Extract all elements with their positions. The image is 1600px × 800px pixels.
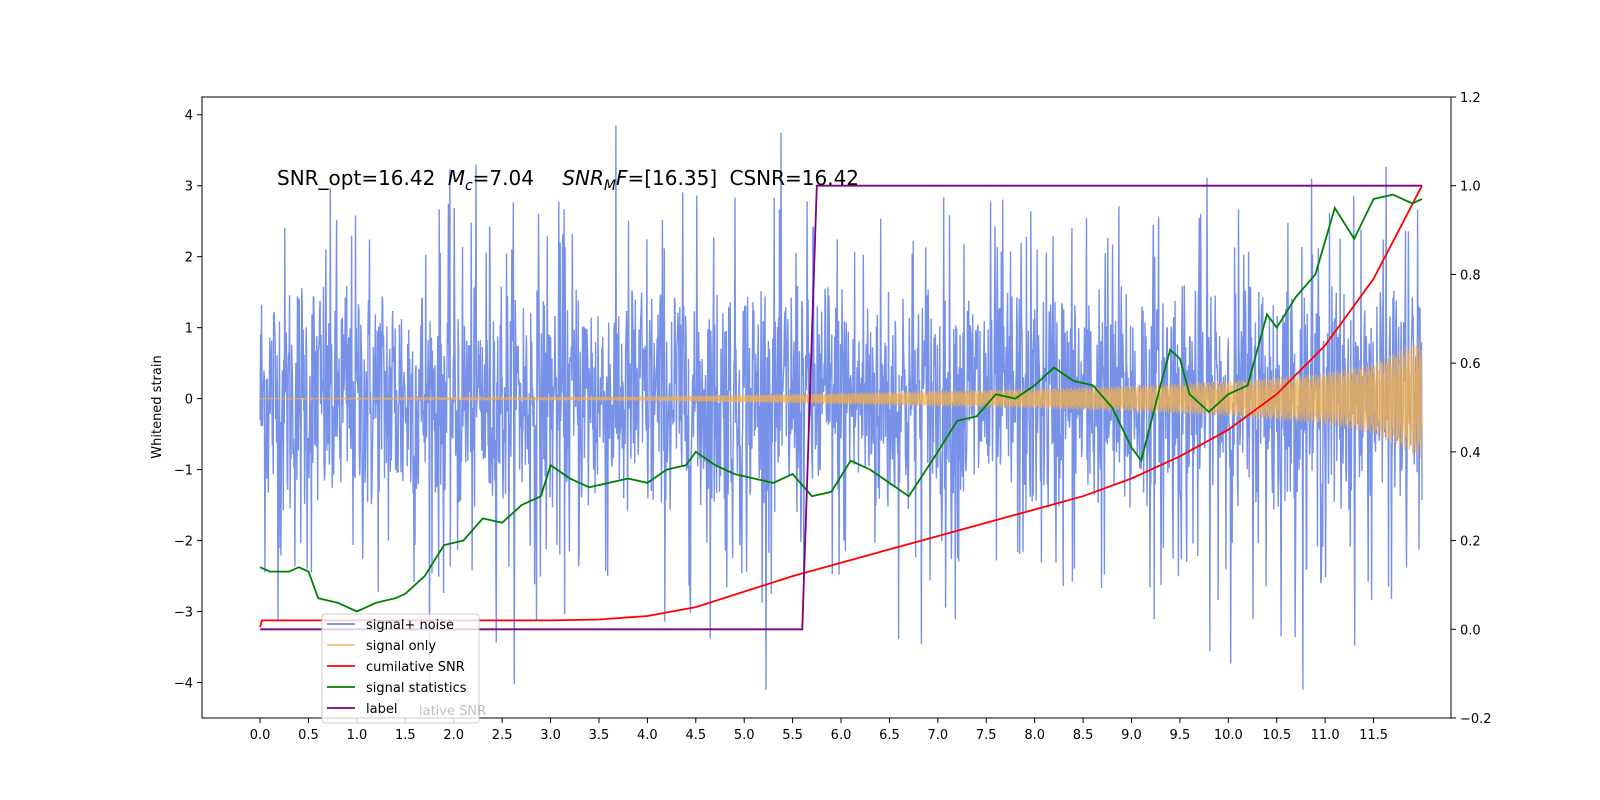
x-tick-label: 1.0 — [347, 728, 368, 743]
y-left-tick-label: −4 — [174, 677, 193, 692]
signal-statistics-line — [259, 193, 1423, 613]
csnr-text: CSNR=16.42 — [729, 166, 859, 190]
y-right-tick-label: 1.2 — [1460, 91, 1481, 106]
x-tick-label: 3.0 — [540, 728, 561, 743]
y-left-tick-label: 2 — [185, 251, 193, 266]
label-line — [260, 184, 1422, 631]
x-tick-label: 11.5 — [1359, 728, 1388, 743]
x-tick-label: 9.5 — [1170, 728, 1191, 743]
mc-value: =7.04 — [473, 166, 534, 190]
signal-only-series — [260, 339, 1423, 458]
y-right-tick-label: 1.0 — [1460, 180, 1481, 195]
x-tick-label: 0.5 — [298, 728, 319, 743]
snrmf-value: =[16.35] — [628, 166, 718, 190]
x-tick-label: 8.5 — [1073, 728, 1094, 743]
snr-opt-text: SNR_opt=16.42 — [277, 166, 435, 190]
y-axis-title: Whitened strain — [150, 355, 165, 458]
y-right-tick-label: 0.8 — [1460, 268, 1481, 283]
x-tick-label: 6.5 — [879, 728, 900, 743]
legend: lative SNR signal+ noise signal only cumil… — [321, 613, 486, 724]
legend-label: signal statistics — [366, 681, 467, 696]
plot-frame — [201, 96, 1452, 719]
y-left-tick-label: 3 — [185, 180, 193, 195]
legend-label: signal+ noise — [366, 618, 454, 633]
y-left-tick-label: 0 — [185, 393, 193, 408]
cumilative-snr-line — [259, 185, 1423, 628]
legend-box — [321, 613, 480, 724]
x-tick-label: 5.0 — [734, 728, 755, 743]
signal-noise-series — [259, 125, 1423, 690]
x-tick-label: 2.0 — [443, 728, 464, 743]
mc-subscript: c — [465, 178, 473, 194]
x-tick-label: 11.0 — [1311, 728, 1340, 743]
x-tick-label: 8.0 — [1024, 728, 1045, 743]
x-tick-label: 4.5 — [685, 728, 706, 743]
snrmf-symbol: SNR — [562, 166, 604, 190]
x-tick-label: 9.0 — [1121, 728, 1142, 743]
x-tick-label: 3.5 — [589, 728, 610, 743]
x-tick-label: 6.0 — [831, 728, 852, 743]
x-tick-label: 4.0 — [637, 728, 658, 743]
legend-label: signal only — [366, 639, 436, 654]
snrmf-f: F — [616, 166, 628, 190]
x-tick-label: 0.0 — [250, 728, 271, 743]
y-right-tick-label: −0.2 — [1460, 712, 1492, 727]
x-tick-label: 5.5 — [782, 728, 803, 743]
y-left-tick-label: −3 — [174, 606, 193, 621]
signal-only-line — [260, 339, 1423, 458]
signal-noise-line — [259, 125, 1423, 690]
mc-symbol: M — [448, 166, 465, 190]
legend-label: cumilative SNR — [366, 660, 465, 675]
legend-ghost-text: lative SNR — [419, 704, 486, 719]
y-left-tick-label: −2 — [174, 535, 193, 550]
x-tick-label: 2.5 — [492, 728, 513, 743]
stats-annotation: SNR_opt=16.42 Mc=7.04 SNRMF=[16.35] CSNR… — [277, 166, 859, 194]
y-right-tick-label: 0.6 — [1460, 357, 1481, 372]
y-right-tick-label: 0.4 — [1460, 446, 1481, 461]
y-right-tick-label: 0.2 — [1460, 535, 1481, 550]
y-left-tick-label: 1 — [185, 322, 193, 337]
legend-label: label — [366, 702, 397, 717]
x-tick-label: 7.0 — [928, 728, 949, 743]
x-tick-label: 10.0 — [1214, 728, 1243, 743]
snrmf-subscript: M — [604, 178, 616, 194]
x-tick-label: 10.5 — [1262, 728, 1291, 743]
y-left-tick-label: −1 — [174, 464, 193, 479]
x-tick-label: 1.5 — [395, 728, 416, 743]
x-tick-label: 7.5 — [976, 728, 997, 743]
y-left-tick-label: 4 — [185, 109, 193, 124]
y-right-tick-label: 0.0 — [1460, 623, 1481, 638]
